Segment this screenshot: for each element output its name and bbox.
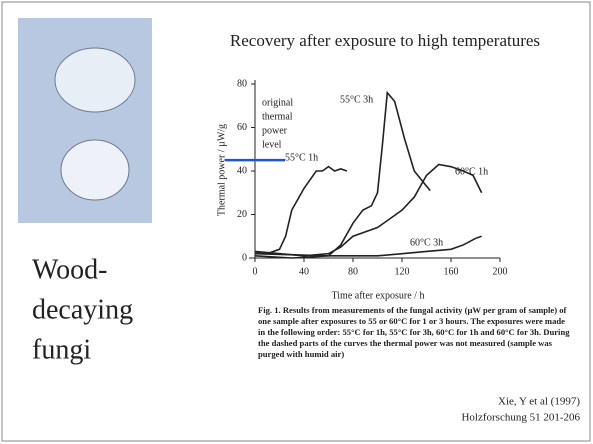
- series-line: [254, 235, 482, 257]
- series-line: [254, 165, 348, 255]
- annotation: original: [262, 97, 293, 108]
- series-label: 60°C 1h: [455, 166, 488, 177]
- series-line: [254, 163, 483, 257]
- y-tick-label: 0: [242, 252, 247, 263]
- y-tick-label: 80: [237, 78, 247, 89]
- x-tick-label: 160: [444, 266, 459, 277]
- citation: Holzforschung 51 201-206: [461, 412, 580, 424]
- side-title: Wood-: [32, 254, 108, 285]
- annotation: level: [262, 139, 282, 150]
- series-label: 55°C 3h: [340, 94, 373, 105]
- x-tick-label: 120: [395, 266, 410, 277]
- series-label: 55°C 1h: [285, 152, 318, 163]
- x-tick-label: 200: [493, 266, 508, 277]
- y-axis-label: Thermal power / µW/g: [216, 124, 227, 216]
- annotation: power: [262, 125, 288, 136]
- slide-title: Recovery after exposure to high temperat…: [230, 31, 540, 50]
- x-tick-label: 40: [299, 266, 309, 277]
- citation: Xie, Y et al (1997): [498, 396, 580, 408]
- photo-fungus: [60, 139, 130, 201]
- y-tick-label: 20: [237, 209, 247, 220]
- x-axis-label: Time after exposure / h: [332, 290, 425, 301]
- x-tick-label: 80: [348, 266, 358, 277]
- y-tick-label: 40: [237, 165, 247, 176]
- photo-fungus: [54, 47, 136, 113]
- annotation: thermal: [262, 111, 293, 122]
- side-title: fungi: [32, 334, 91, 365]
- side-title: decaying: [32, 294, 133, 325]
- y-tick-label: 60: [237, 122, 247, 133]
- x-tick-label: 0: [253, 266, 258, 277]
- series-line: [254, 90, 431, 259]
- series-label: 60°C 3h: [410, 237, 443, 248]
- caption: Fig. 1. Results from measurements of the…: [258, 305, 570, 359]
